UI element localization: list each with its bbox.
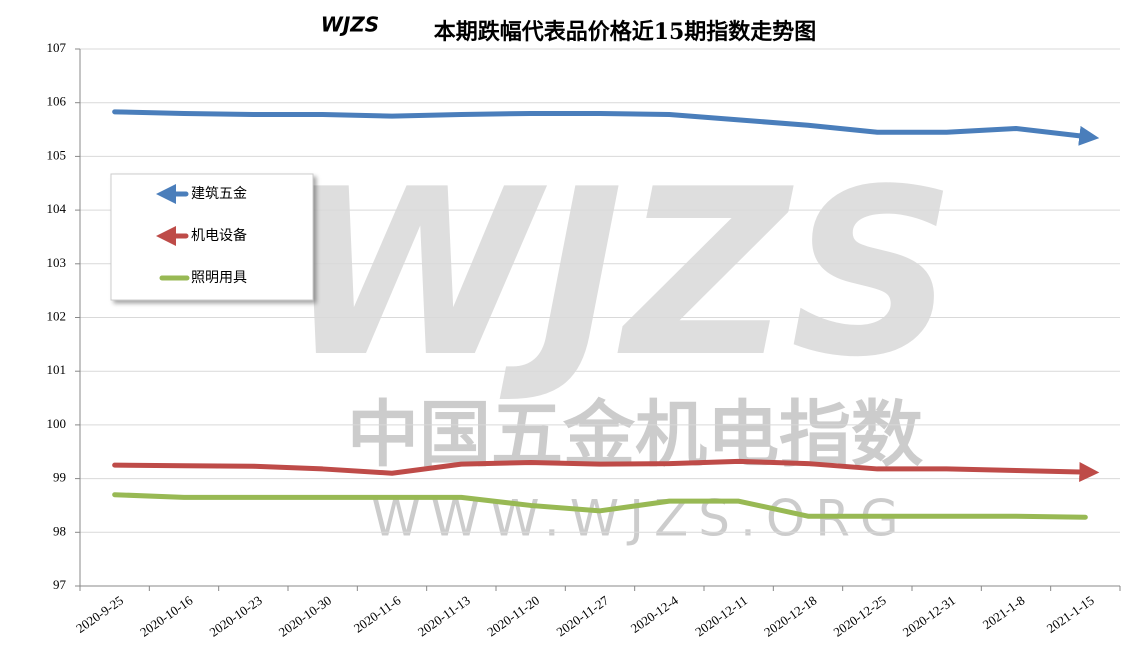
legend-label: 照明用具	[191, 270, 247, 286]
line-series	[112, 458, 1100, 483]
x-tick-label: 2020-11-13	[415, 593, 473, 640]
chart-title: 本期跌幅代表品价格近15期指数走势图	[434, 19, 817, 45]
y-tick-label: 102	[47, 308, 67, 323]
x-tick-label: 2020-12-25	[830, 593, 888, 640]
y-tick-label: 98	[53, 523, 66, 538]
y-tick-label: 105	[47, 147, 67, 162]
x-tick-label: 2021-1-15	[1044, 593, 1097, 636]
x-tick-label: 2020-10-30	[276, 593, 334, 640]
x-tick-label: 2020-11-6	[351, 592, 404, 635]
legend-label: 机电设备	[191, 227, 247, 244]
x-tick-label: 2020-9-25	[73, 593, 126, 636]
y-tick-label: 99	[53, 470, 66, 485]
watermark-logo: WJZS	[284, 141, 956, 408]
y-tick-label: 97	[53, 577, 67, 592]
x-tick-label: 2020-11-20	[484, 593, 542, 640]
x-tick-label: 2020-12-11	[692, 593, 750, 640]
x-tick-label: 2020-12-4	[628, 592, 681, 636]
y-tick-label: 103	[47, 255, 67, 270]
legend-box	[110, 173, 314, 301]
y-tick-label: 107	[47, 40, 67, 55]
y-tick-label: 100	[47, 416, 67, 431]
y-tick-label: 104	[47, 201, 67, 216]
watermark: WJZS 中国五金机电指数 WWW.WJZS.ORG	[284, 141, 956, 548]
logo: WJZS	[321, 13, 379, 37]
y-tick-label: 101	[47, 362, 67, 377]
line-series	[112, 492, 1088, 520]
x-tick-label: 2020-12-31	[900, 593, 958, 640]
x-tick-label: 2020-10-16	[137, 592, 196, 639]
x-tick-label: 2020-12-18	[761, 593, 819, 640]
x-tick-label: 2020-10-23	[206, 593, 264, 640]
line-series	[112, 109, 1100, 146]
y-tick-label: 106	[47, 94, 67, 109]
legend-label: 建筑五金	[191, 186, 247, 202]
x-tick-label: 2020-11-27	[554, 592, 612, 639]
x-tick-label: 2021-1-8	[980, 593, 1028, 633]
